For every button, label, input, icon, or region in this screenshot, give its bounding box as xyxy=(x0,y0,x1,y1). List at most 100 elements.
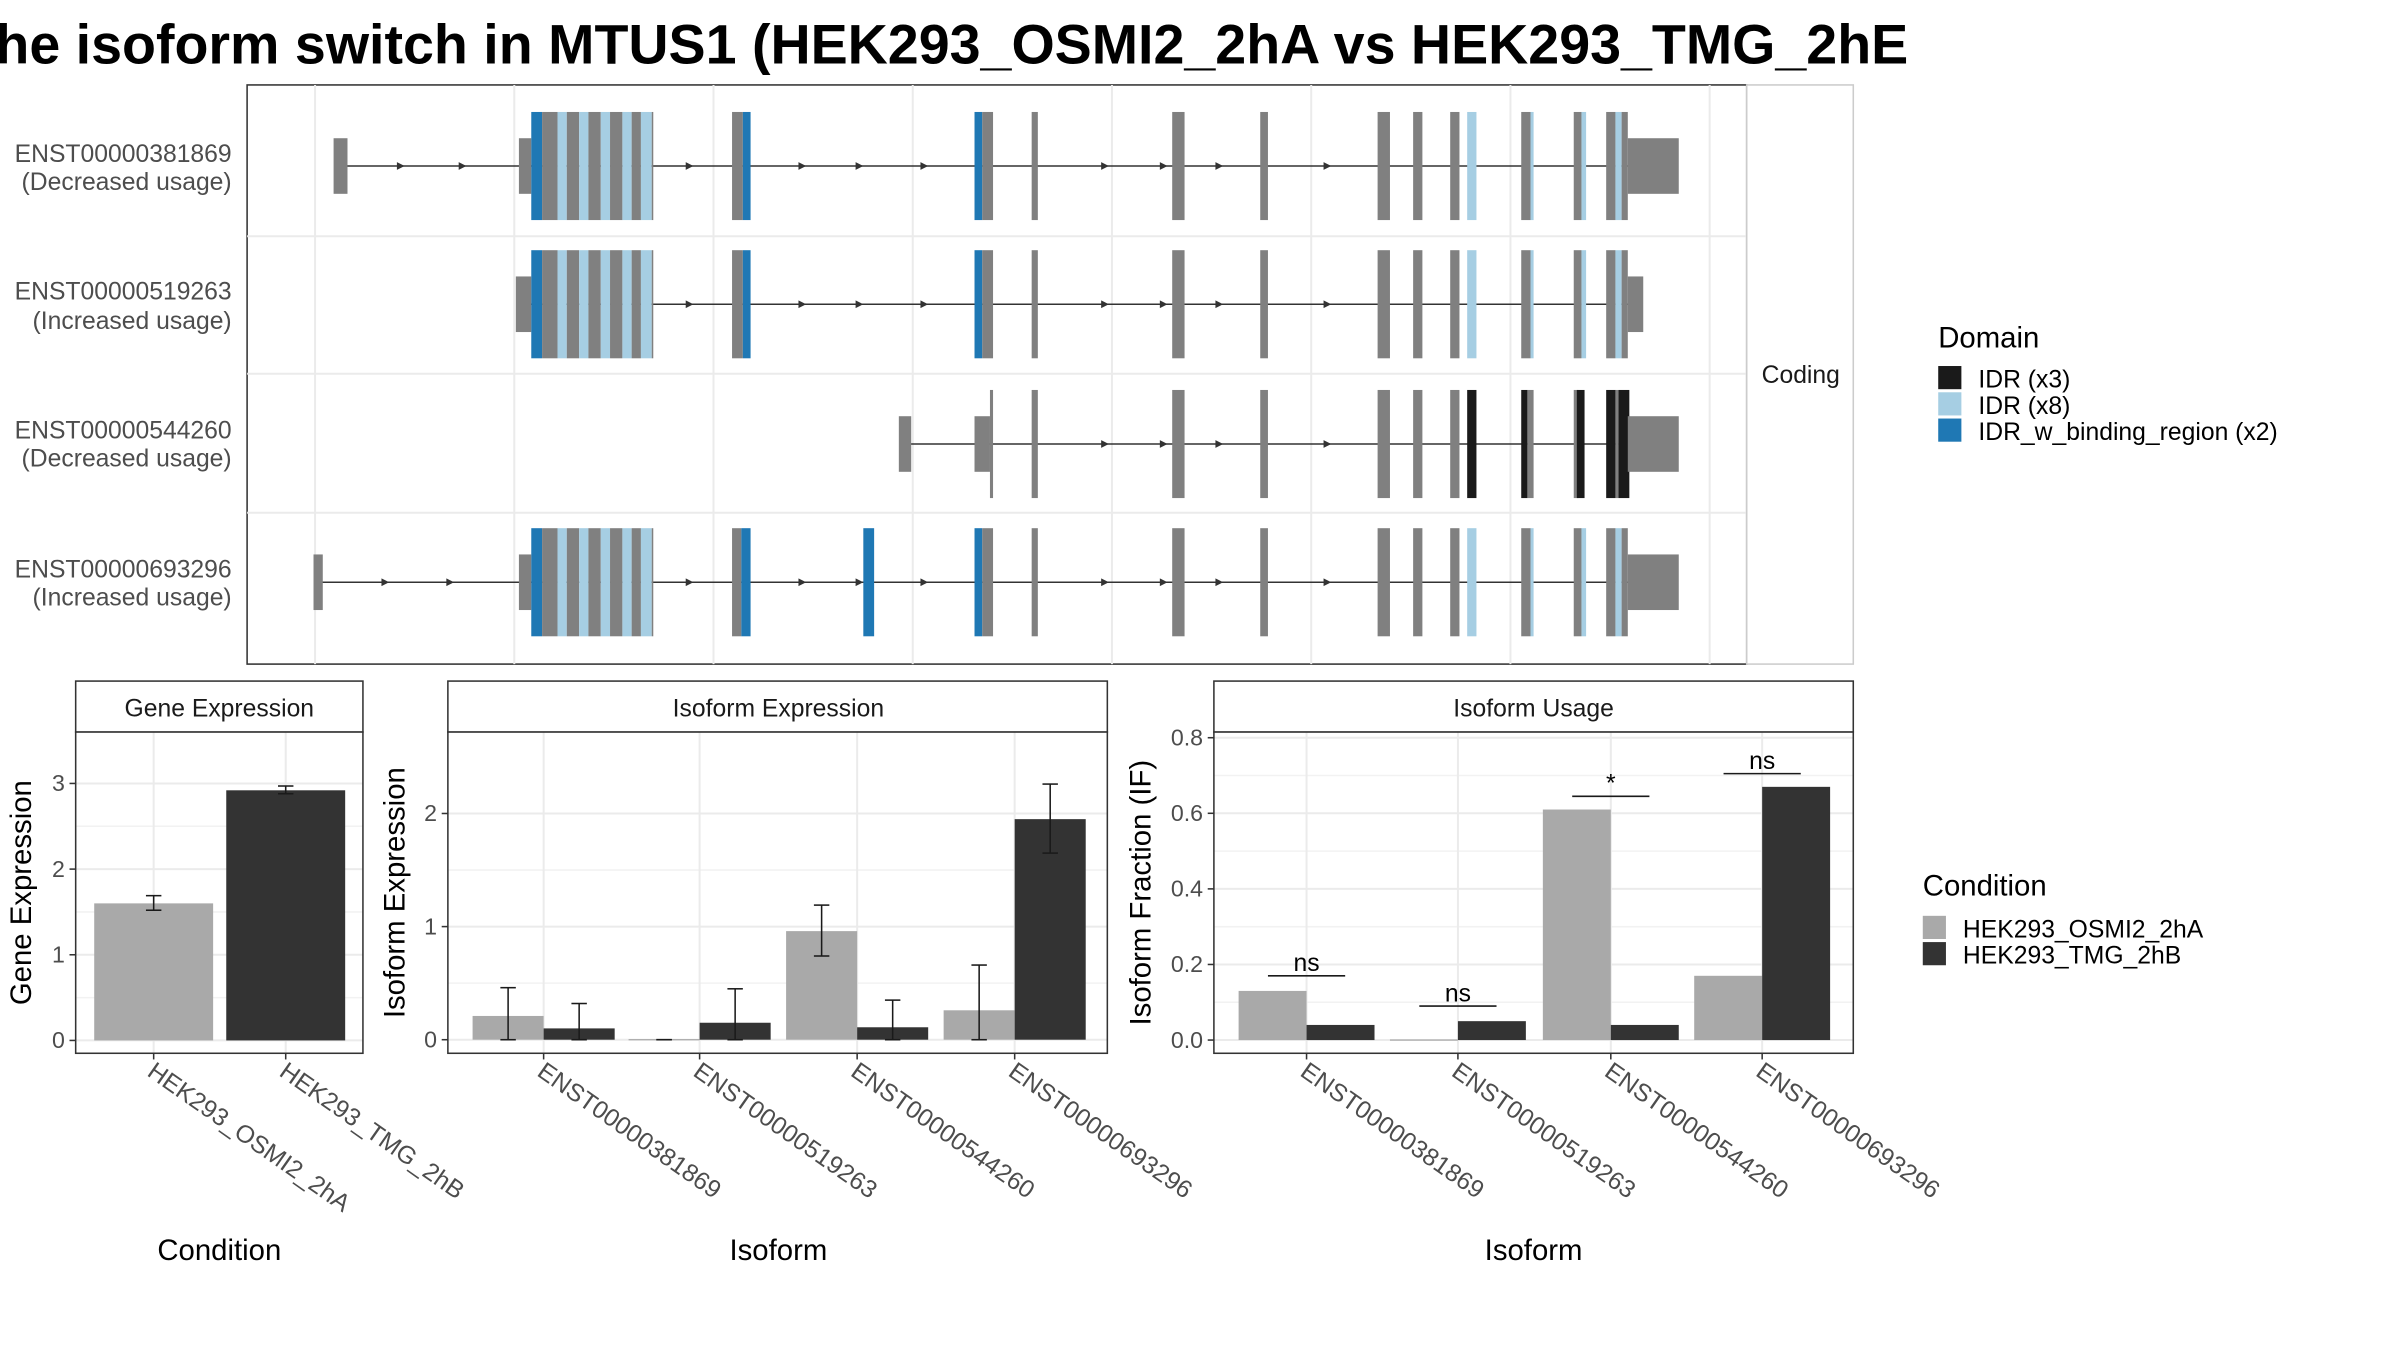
exon-segment xyxy=(1621,528,1628,637)
bar-ENST00000381869-2 xyxy=(1306,1024,1375,1041)
exon-segment xyxy=(732,111,743,221)
legend-label-cond1: HEK293_OSMI2_2hA xyxy=(1963,916,2204,943)
direction-arrow xyxy=(1159,440,1168,448)
exon-segment xyxy=(600,111,611,221)
exon-segment xyxy=(557,250,567,359)
exon-segment xyxy=(742,250,751,359)
x-axis-title: Isoform xyxy=(729,1234,827,1267)
utr-segment xyxy=(515,276,532,333)
exon-segment xyxy=(1031,250,1038,359)
exon-segment xyxy=(588,250,601,359)
exon-segment xyxy=(651,111,654,221)
exon-segment xyxy=(566,528,580,637)
exon-segment xyxy=(1527,389,1534,499)
y-tick-label: 0 xyxy=(52,1027,65,1053)
legend-label-idr-x8: IDR (x8) xyxy=(1978,393,2070,420)
bar-HEK293_TMG_2hB xyxy=(226,790,346,1041)
legend-label-cond2: HEK293_TMG_2hB xyxy=(1963,943,2181,970)
isoform-1-usage: (Decreased usage) xyxy=(22,169,232,196)
condition-legend: Condition HEK293_OSMI2_2hA HEK293_TMG_2h… xyxy=(1922,870,2204,970)
bar-ENST00000693296-1 xyxy=(1694,975,1763,1041)
utr-segment xyxy=(974,416,990,472)
y-tick-label: 0.2 xyxy=(1171,951,1203,977)
exon-segment xyxy=(1521,250,1531,359)
coding-strip-label: Coding xyxy=(1762,362,1840,389)
bar-HEK293_OSMI2_2hA xyxy=(94,903,214,1041)
utr-segment xyxy=(518,138,532,194)
exon-segment xyxy=(566,250,580,359)
exon-segment xyxy=(1450,528,1460,637)
y-tick-label: 3 xyxy=(52,770,65,796)
exon-segment xyxy=(610,528,623,637)
exon-segment xyxy=(542,111,558,221)
figure-title: he isoform switch in MTUS1 (HEK293_OSMI2… xyxy=(0,13,1908,75)
exon-segment xyxy=(1581,111,1587,221)
direction-arrow xyxy=(1101,300,1109,309)
panel-title: Isoform Usage xyxy=(1453,696,1614,723)
exon-segment xyxy=(1413,250,1423,359)
isoform-3-id: ENST00000544260 xyxy=(15,418,232,445)
exon-segment xyxy=(566,111,580,221)
exon-segment xyxy=(579,111,589,221)
exon-segment xyxy=(1573,528,1582,637)
exon-segment xyxy=(631,111,641,221)
legend-swatch-idr-x8 xyxy=(1938,392,1962,416)
y-axis-title: Isoform Expression xyxy=(379,767,412,1018)
y-axis-title: Isoform Fraction (IF) xyxy=(1125,760,1158,1026)
direction-arrow xyxy=(1101,162,1109,170)
direction-arrow xyxy=(920,300,929,309)
exon-segment xyxy=(1260,528,1268,637)
exon-segment xyxy=(982,528,994,637)
y-tick-label: 0 xyxy=(424,1026,437,1052)
utr-segment xyxy=(1627,416,1679,472)
isoform-track-2 xyxy=(515,250,1644,359)
exon-segment xyxy=(1530,111,1534,221)
exon-segment xyxy=(622,528,632,637)
exon-segment xyxy=(600,528,611,637)
domain-legend-title: Domain xyxy=(1938,321,2039,354)
exon-segment xyxy=(1467,528,1477,637)
bar-ENST00000381869-1 xyxy=(1238,990,1307,1041)
exon-segment xyxy=(982,250,994,359)
exon-segment xyxy=(1377,250,1390,359)
isoform-track-4 xyxy=(313,528,1679,637)
y-tick-label: 2 xyxy=(52,856,65,882)
exon-segment xyxy=(1573,250,1582,359)
isoform-usage-chart: Isoform Usagensns*ns0.00.20.40.60.8ENST0… xyxy=(1125,680,1944,1267)
bar-ENST00000693296-2 xyxy=(1762,786,1831,1041)
legend-swatch-idr-x3 xyxy=(1938,366,1962,390)
exon-segment xyxy=(557,111,567,221)
exon-segment xyxy=(1031,528,1038,637)
direction-arrow xyxy=(1159,578,1168,587)
isoform-4-usage: (Increased usage) xyxy=(33,584,232,611)
direction-arrow xyxy=(1159,162,1168,170)
direction-arrow xyxy=(1323,300,1332,309)
error-bar xyxy=(813,904,830,957)
exon-segment xyxy=(974,250,983,359)
direction-arrow xyxy=(855,162,864,170)
direction-arrow xyxy=(1159,300,1168,309)
direction-arrow xyxy=(920,578,929,587)
exon-segment xyxy=(1377,389,1390,499)
panel-title-strip xyxy=(1213,680,1855,733)
exon-segment xyxy=(531,250,543,359)
legend-swatch-cond1 xyxy=(1922,915,1946,939)
direction-arrow xyxy=(1215,300,1224,309)
utr-segment xyxy=(1627,276,1644,333)
exon-segment xyxy=(622,111,632,221)
exon-segment xyxy=(1031,111,1038,221)
panel-title: Isoform Expression xyxy=(673,696,884,723)
direction-arrow xyxy=(1101,440,1109,448)
exon-segment xyxy=(741,528,751,637)
y-tick-label: 1 xyxy=(424,913,437,939)
error-bar xyxy=(1042,783,1058,854)
exon-segment xyxy=(863,528,875,637)
exon-segment xyxy=(1172,250,1185,359)
utr-segment xyxy=(333,138,348,194)
exon-segment xyxy=(640,528,652,637)
error-bar xyxy=(884,999,901,1041)
exon-segment xyxy=(1618,389,1630,499)
exon-segment xyxy=(1606,250,1616,359)
exon-segment xyxy=(1530,528,1534,637)
